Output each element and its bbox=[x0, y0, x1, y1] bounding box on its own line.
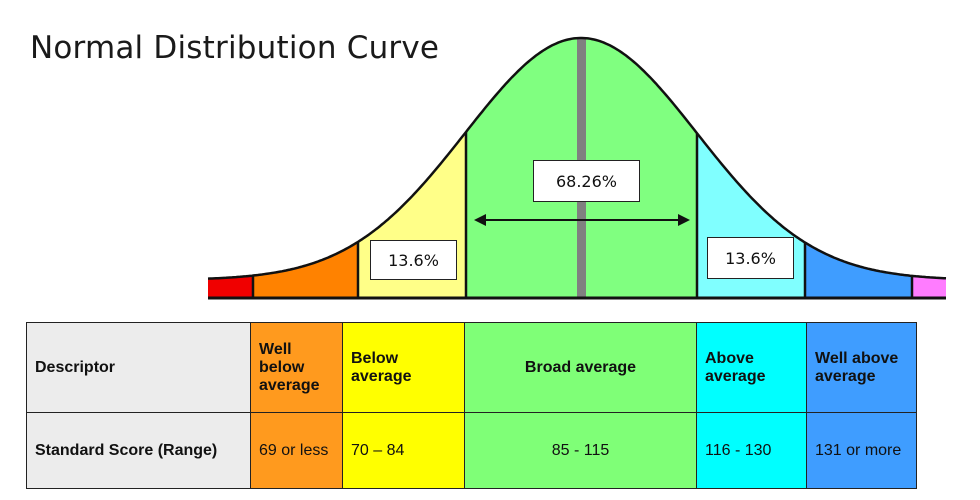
left-percent-label: 13.6% bbox=[370, 240, 457, 280]
standard-score-header: Standard Score (Range) bbox=[26, 412, 251, 489]
arrow-left-head bbox=[474, 214, 486, 226]
broad-average-cell: Broad average bbox=[464, 322, 697, 413]
below-range-cell: 70 – 84 bbox=[342, 412, 465, 489]
well-above-average-cell: Well above average bbox=[806, 322, 917, 413]
above-average-cell: Above average bbox=[696, 322, 807, 413]
score-table: Descriptor Well below average Below aver… bbox=[26, 322, 917, 489]
well-below-average-cell: Well below average bbox=[250, 322, 343, 413]
normal-curve bbox=[207, 36, 947, 300]
below-average-cell: Below average bbox=[342, 322, 465, 413]
curve-outline bbox=[207, 36, 947, 280]
broad-range-cell: 85 - 115 bbox=[464, 412, 697, 489]
above-range-cell: 116 - 130 bbox=[696, 412, 807, 489]
score-row: Standard Score (Range) 69 or less 70 – 8… bbox=[26, 412, 917, 489]
region-well-below-tail bbox=[208, 275, 253, 298]
sd-dividers bbox=[251, 132, 914, 298]
right-percent-label: 13.6% bbox=[707, 237, 794, 279]
region-well-below bbox=[253, 241, 358, 298]
range-arrow bbox=[474, 214, 690, 226]
page-title: Normal Distribution Curve bbox=[30, 30, 440, 66]
well-above-range-cell: 131 or more bbox=[806, 412, 917, 489]
center-percent-label: 68.26% bbox=[533, 160, 640, 202]
descriptor-row: Descriptor Well below average Below aver… bbox=[26, 322, 917, 413]
region-well-above bbox=[805, 242, 912, 298]
descriptor-header: Descriptor bbox=[26, 322, 251, 413]
region-well-above-tail bbox=[912, 275, 946, 298]
well-below-range-cell: 69 or less bbox=[250, 412, 343, 489]
arrow-right-head bbox=[678, 214, 690, 226]
